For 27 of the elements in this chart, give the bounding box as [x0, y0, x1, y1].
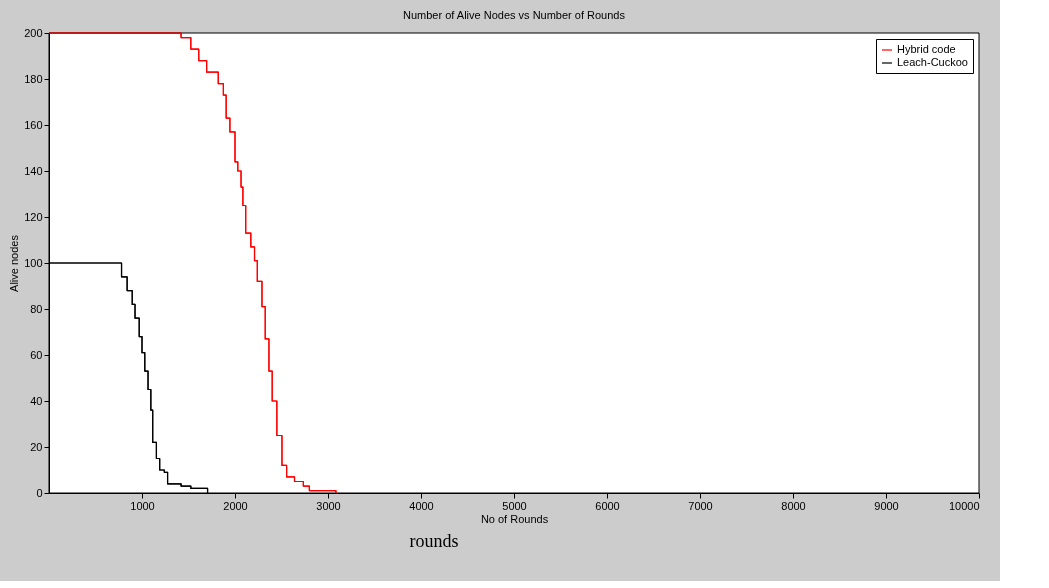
y-tick-label: 140 — [24, 164, 43, 177]
x-tick-label: 7000 — [688, 499, 713, 512]
legend-label: Leach-Cuckoo — [897, 56, 968, 68]
y-tick-label: 180 — [24, 72, 43, 85]
x-tick-label: 9000 — [874, 499, 899, 512]
x-tick-label: 3000 — [316, 499, 341, 512]
y-tick-label: 120 — [24, 210, 43, 223]
y-tick-label: 100 — [24, 256, 43, 269]
legend-label: Hybrid code — [897, 43, 956, 55]
y-tick-label: 20 — [30, 440, 43, 453]
x-tick-label: 4000 — [409, 499, 434, 512]
x-tick-label: 10000 — [948, 499, 980, 512]
y-tick-label: 0 — [36, 486, 43, 499]
y-axis-title: Alive nodes — [8, 234, 21, 292]
y-tick-label: 40 — [30, 394, 43, 407]
y-tick-label: 80 — [30, 302, 43, 315]
y-tick-label: 200 — [24, 26, 43, 39]
x-axis-title: No of Rounds — [480, 512, 549, 525]
chart-title: Number of Alive Nodes vs Number of Rounds — [403, 9, 626, 21]
y-tick-label: 160 — [24, 118, 43, 131]
text: rounds — [409, 531, 459, 551]
y-tick-label: 60 — [30, 348, 43, 361]
x-tick-label: 5000 — [502, 499, 527, 512]
x-tick-label: 2000 — [223, 499, 248, 512]
x-tick-label: 6000 — [595, 499, 620, 512]
x-tick-label: 1000 — [130, 499, 155, 512]
x-tick-label: 8000 — [781, 499, 806, 512]
